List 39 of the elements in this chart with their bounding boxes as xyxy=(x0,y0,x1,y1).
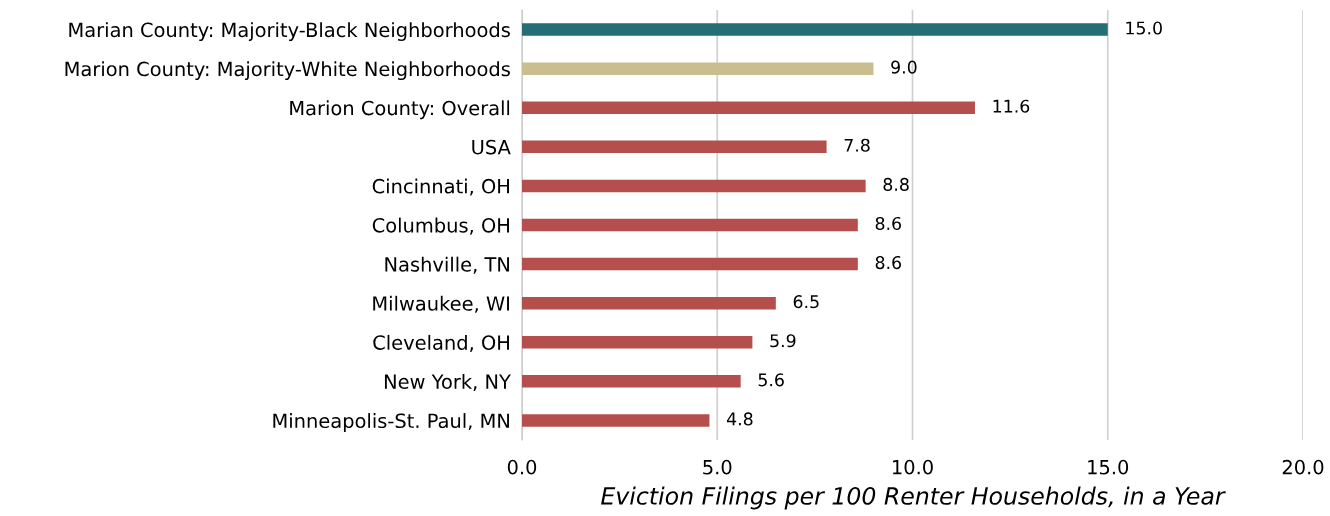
y-tick-label: Columbus, OH xyxy=(372,217,509,235)
bar xyxy=(522,140,827,154)
bar xyxy=(522,101,975,114)
data-label: 9.0 xyxy=(891,60,917,74)
data-label: 15.0 xyxy=(1126,21,1162,35)
x-tick-label: 10.0 xyxy=(892,459,933,475)
y-tick-label: Marion County: Majority-White Neighborhoods xyxy=(65,61,510,81)
data-label: 5.6 xyxy=(758,373,784,387)
x-tick-label: 5.0 xyxy=(703,459,732,475)
y-tick-label: Minneapolis-St. Paul, MN xyxy=(273,413,509,432)
y-tick-label: Nashville, TN xyxy=(385,256,509,274)
y-tick-label: Cincinnati, OH xyxy=(372,178,509,196)
data-label: 8.6 xyxy=(875,216,902,231)
x-tick-label: 15.0 xyxy=(1088,459,1129,475)
x-tick-label: 0.0 xyxy=(507,459,537,475)
x-tick-label: 20.0 xyxy=(1282,459,1324,475)
x-axis-title: Eviction Filings per 100 Renter Households, in a Year xyxy=(601,486,1226,510)
bar xyxy=(522,62,874,75)
y-tick-label: Milwaukee, WI xyxy=(373,295,509,313)
data-label: 7.8 xyxy=(844,138,870,152)
bar xyxy=(522,336,753,349)
bar xyxy=(522,23,1108,36)
bar xyxy=(522,257,858,271)
y-tick-label: USA xyxy=(472,139,511,155)
bar xyxy=(522,218,858,232)
data-label: 8.6 xyxy=(875,256,902,270)
bar xyxy=(522,296,776,310)
y-tick-label: Marion County: Overall xyxy=(290,100,510,120)
data-label: 5.9 xyxy=(770,334,796,348)
data-label: 6.5 xyxy=(793,295,819,309)
data-label: 11.6 xyxy=(993,99,1030,113)
bar xyxy=(522,375,741,388)
bar xyxy=(522,179,866,193)
data-label: 4.8 xyxy=(726,412,753,426)
bar xyxy=(522,414,710,427)
y-tick-label: Cleveland, OH xyxy=(373,334,509,352)
y-tick-label: New York, NY xyxy=(384,373,511,392)
data-label: 8.8 xyxy=(883,177,909,191)
y-tick-label: Marian County: Majority-Black Neighborhoods xyxy=(69,22,510,41)
